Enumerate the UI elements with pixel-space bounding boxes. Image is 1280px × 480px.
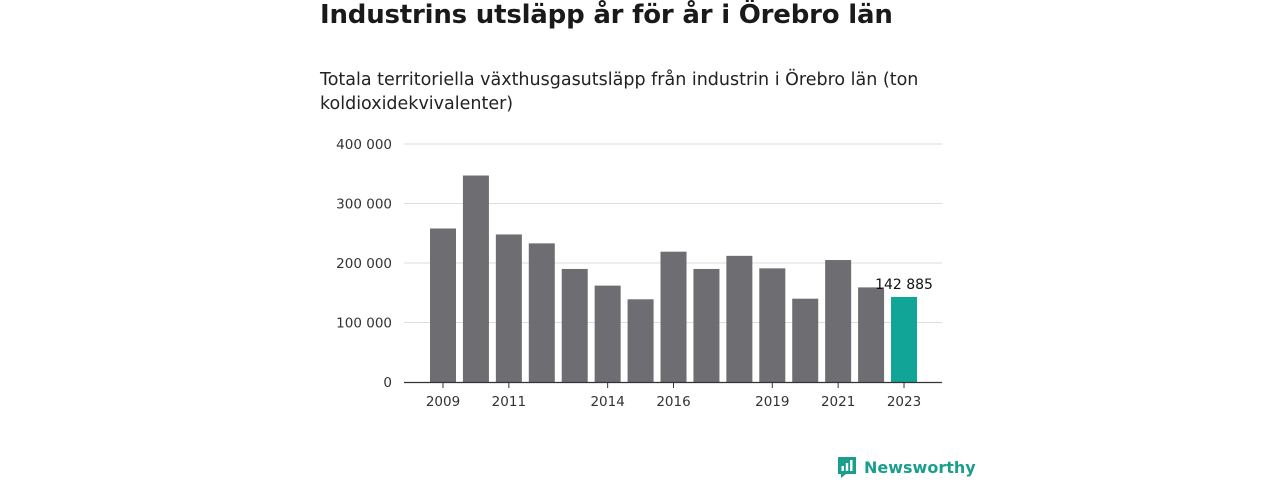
bar-2023 xyxy=(891,296,918,382)
bar-2015 xyxy=(627,299,654,382)
chart-title: Industrins utsläpp år för år i Örebro lä… xyxy=(320,0,893,30)
x-tick-label: 2023 xyxy=(887,394,921,410)
x-tick-label: 2019 xyxy=(755,394,789,410)
bar-2020 xyxy=(792,298,819,382)
bar-2011 xyxy=(495,234,522,382)
data-label-2023: 142 885 xyxy=(875,277,933,293)
bar-2014 xyxy=(594,285,621,382)
x-tick-label: 2021 xyxy=(821,394,855,410)
data-labels: 142 885 xyxy=(875,277,933,293)
y-tick-label: 0 xyxy=(383,375,392,391)
bar-chart-icon xyxy=(838,457,856,478)
x-tick-label: 2009 xyxy=(426,394,460,410)
brand-logo: Newsworthy xyxy=(836,455,976,479)
x-tick-label: 2011 xyxy=(492,394,526,410)
chart-subtitle: Totala territoriella växthusgasutsläpp f… xyxy=(320,70,919,114)
y-axis-ticks: 0 100 000 200 000 300 000 400 000 xyxy=(336,137,392,391)
bar-2016 xyxy=(660,251,687,382)
bar-2019 xyxy=(759,268,786,382)
bar-2010 xyxy=(462,175,489,382)
y-tick-label: 200 000 xyxy=(336,256,392,272)
brand-name: Newsworthy xyxy=(864,457,976,477)
y-tick-label: 400 000 xyxy=(336,137,392,153)
bar-2013 xyxy=(561,268,588,382)
bar-2021 xyxy=(825,260,852,382)
bar-2009 xyxy=(430,228,456,382)
y-tick-label: 100 000 xyxy=(336,316,392,332)
x-tick-label: 2016 xyxy=(656,394,690,410)
x-axis-ticks: 2009 2011 2014 2016 2019 2021 2023 xyxy=(426,382,921,410)
bars xyxy=(430,175,918,382)
bar-2022 xyxy=(858,287,885,382)
bar-2017 xyxy=(693,268,720,382)
bar-2012 xyxy=(528,243,555,382)
bar-2018 xyxy=(726,255,753,382)
y-tick-label: 300 000 xyxy=(336,197,392,213)
x-tick-label: 2014 xyxy=(590,394,624,410)
